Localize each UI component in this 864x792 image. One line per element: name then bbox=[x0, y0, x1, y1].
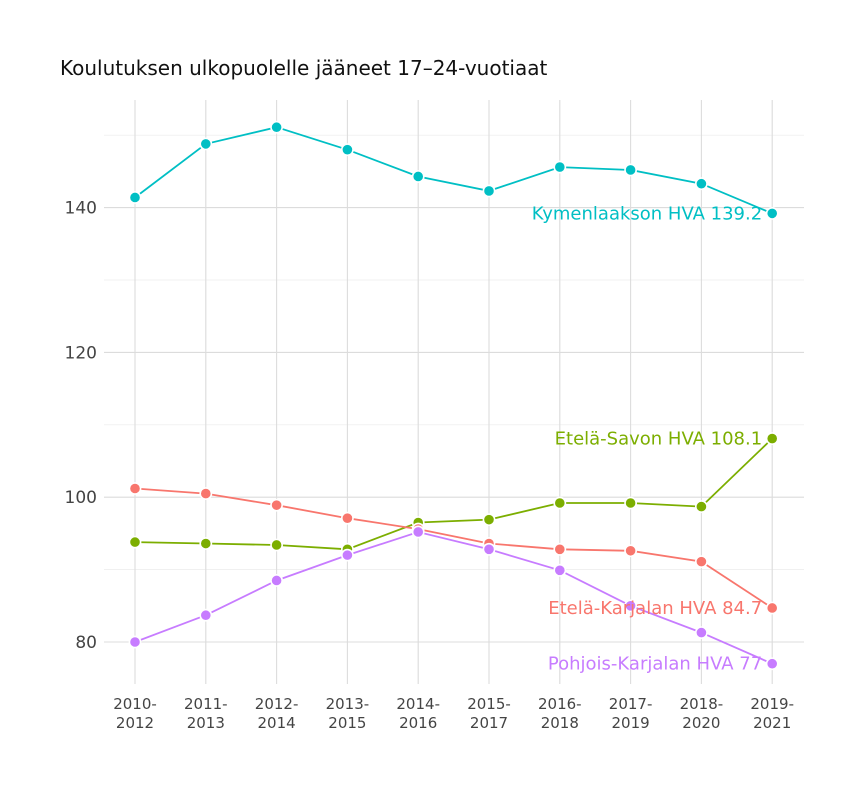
data-point bbox=[553, 542, 567, 556]
series-line bbox=[134, 531, 773, 665]
data-point bbox=[128, 191, 142, 204]
data-point bbox=[695, 626, 708, 639]
data-point bbox=[199, 608, 213, 622]
data-point bbox=[765, 601, 779, 615]
series-line bbox=[134, 126, 773, 215]
data-point bbox=[482, 513, 496, 527]
y-tick-label: 100 bbox=[65, 488, 97, 508]
x-tick-label: 2012-2014 bbox=[255, 695, 299, 732]
data-point bbox=[270, 574, 283, 587]
data-point bbox=[270, 120, 283, 134]
data-point bbox=[624, 496, 637, 510]
series-end-label: Kymenlaakson HVA 139.2 bbox=[532, 203, 762, 224]
data-point bbox=[624, 163, 637, 177]
data-point bbox=[695, 500, 708, 514]
data-point bbox=[553, 563, 567, 577]
data-point bbox=[128, 482, 142, 495]
data-point bbox=[624, 599, 637, 613]
y-tick-label: 140 bbox=[65, 199, 97, 219]
x-tick-label: 2019-2021 bbox=[750, 695, 794, 732]
data-point bbox=[128, 535, 142, 549]
x-tick-label: 2017-2019 bbox=[609, 695, 653, 732]
data-point bbox=[270, 538, 283, 552]
data-point bbox=[411, 170, 425, 183]
series-end-label: Etelä-Savon HVA 108.1 bbox=[555, 429, 763, 450]
data-point bbox=[199, 537, 213, 550]
data-point bbox=[199, 487, 213, 500]
data-point bbox=[695, 177, 708, 191]
chart-title: Koulutuksen ulkopuolelle jääneet 17–24-v… bbox=[60, 56, 548, 80]
data-point bbox=[765, 657, 779, 671]
data-point bbox=[553, 496, 567, 510]
y-tick-label: 120 bbox=[65, 343, 97, 363]
x-tick-label: 2014-2016 bbox=[396, 695, 440, 732]
data-point bbox=[340, 511, 354, 525]
data-point bbox=[411, 525, 425, 539]
data-point bbox=[340, 548, 354, 562]
series-line bbox=[134, 487, 773, 609]
x-tick-label: 2015-2017 bbox=[467, 695, 511, 732]
x-tick-label: 2013-2015 bbox=[326, 695, 370, 732]
y-tick-label: 80 bbox=[75, 633, 97, 653]
x-tick-label: 2011-2013 bbox=[184, 695, 228, 732]
data-point bbox=[270, 498, 283, 512]
data-point bbox=[765, 206, 779, 220]
data-point bbox=[340, 143, 354, 157]
x-tick-label: 2018-2020 bbox=[680, 695, 724, 732]
data-point bbox=[199, 137, 213, 151]
data-point bbox=[482, 542, 496, 556]
data-point bbox=[482, 184, 496, 198]
x-tick-label: 2010-2012 bbox=[113, 695, 157, 732]
data-point bbox=[128, 635, 142, 649]
data-point bbox=[624, 544, 637, 558]
data-point bbox=[695, 555, 708, 569]
x-tick-label: 2016-2018 bbox=[538, 695, 582, 732]
series-end-label: Etelä-Karjalan HVA 84.7 bbox=[548, 598, 762, 619]
data-point bbox=[553, 160, 567, 174]
series-line bbox=[134, 437, 773, 551]
data-point bbox=[765, 432, 779, 445]
series-end-label: Pohjois-Karjalan HVA 77 bbox=[548, 654, 762, 675]
